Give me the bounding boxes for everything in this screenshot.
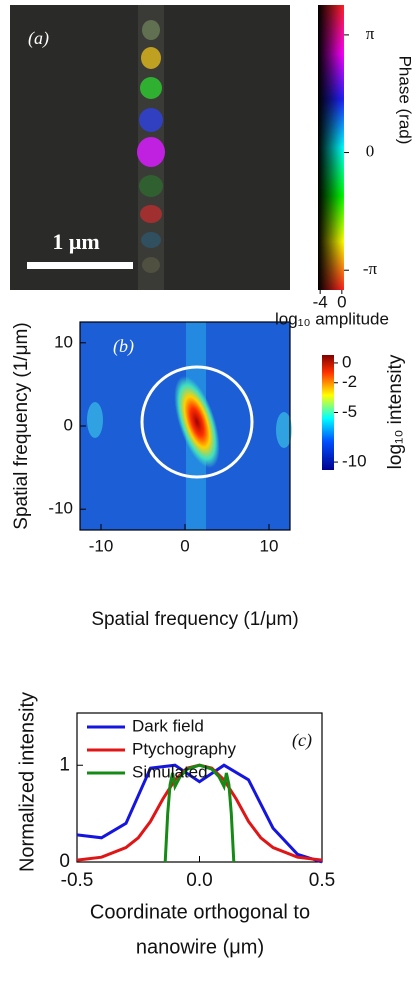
heatmap-image [80,322,292,530]
legend-label: Dark field [132,716,204,735]
panel-label: (b) [113,336,134,357]
colorbar-tick-label: π [366,24,375,43]
x-tick-label: 0 [180,536,189,555]
data-line [163,763,236,863]
panel-label: (a) [28,28,49,49]
x-tick-label: 0.0 [186,870,212,891]
scale-bar-label: 1 μm [52,229,99,254]
y-tick-label: -10 [48,499,73,518]
scale-bar [27,262,133,269]
amplitude-shade [318,5,344,290]
colorbar-tick-label: 0 [366,141,375,160]
legend-label: Ptychography [132,739,236,758]
y-tick-label: 0 [59,851,70,872]
x-tick-label: -10 [89,536,114,555]
x-tick-label: 10 [260,536,279,555]
data-line [76,763,323,864]
x-axis-label: Coordinate orthogonal to [90,901,310,923]
phase-blobs [137,20,165,273]
colorbar-tick-label: 0 [342,352,351,371]
y-tick-label: 10 [54,332,73,351]
y-tick-label: 1 [59,754,70,775]
colorbar-tick-label: -π [363,259,378,278]
legend-label: Simulated [132,762,208,781]
colorbar-label: log₁₀ intensity [385,354,406,469]
intensity-colorbar [322,355,334,470]
colorbar-tick-label: -10 [342,452,367,471]
y-tick-label: 0 [64,415,73,434]
amplitude-label: log₁₀ amplitude [275,309,389,328]
x-tick-label: 0.5 [309,870,335,891]
colorbar-tick-label: -2 [342,372,357,391]
y-axis-label: Normalized intensity [16,692,38,872]
amplitude-tick-label: 0 [337,292,346,311]
x-tick-label: -0.5 [61,870,94,891]
panel-label: (c) [292,730,312,751]
x-axis-label: Spatial frequency (1/μm) [91,609,298,630]
colorbar-tick-label: -5 [342,402,357,421]
colorbar-label: Phase (rad) [396,56,415,145]
x-axis-label: nanowire (μm) [136,936,264,958]
amplitude-tick-label: -4 [313,292,328,311]
y-axis-label: Spatial frequency (1/μm) [11,322,32,529]
